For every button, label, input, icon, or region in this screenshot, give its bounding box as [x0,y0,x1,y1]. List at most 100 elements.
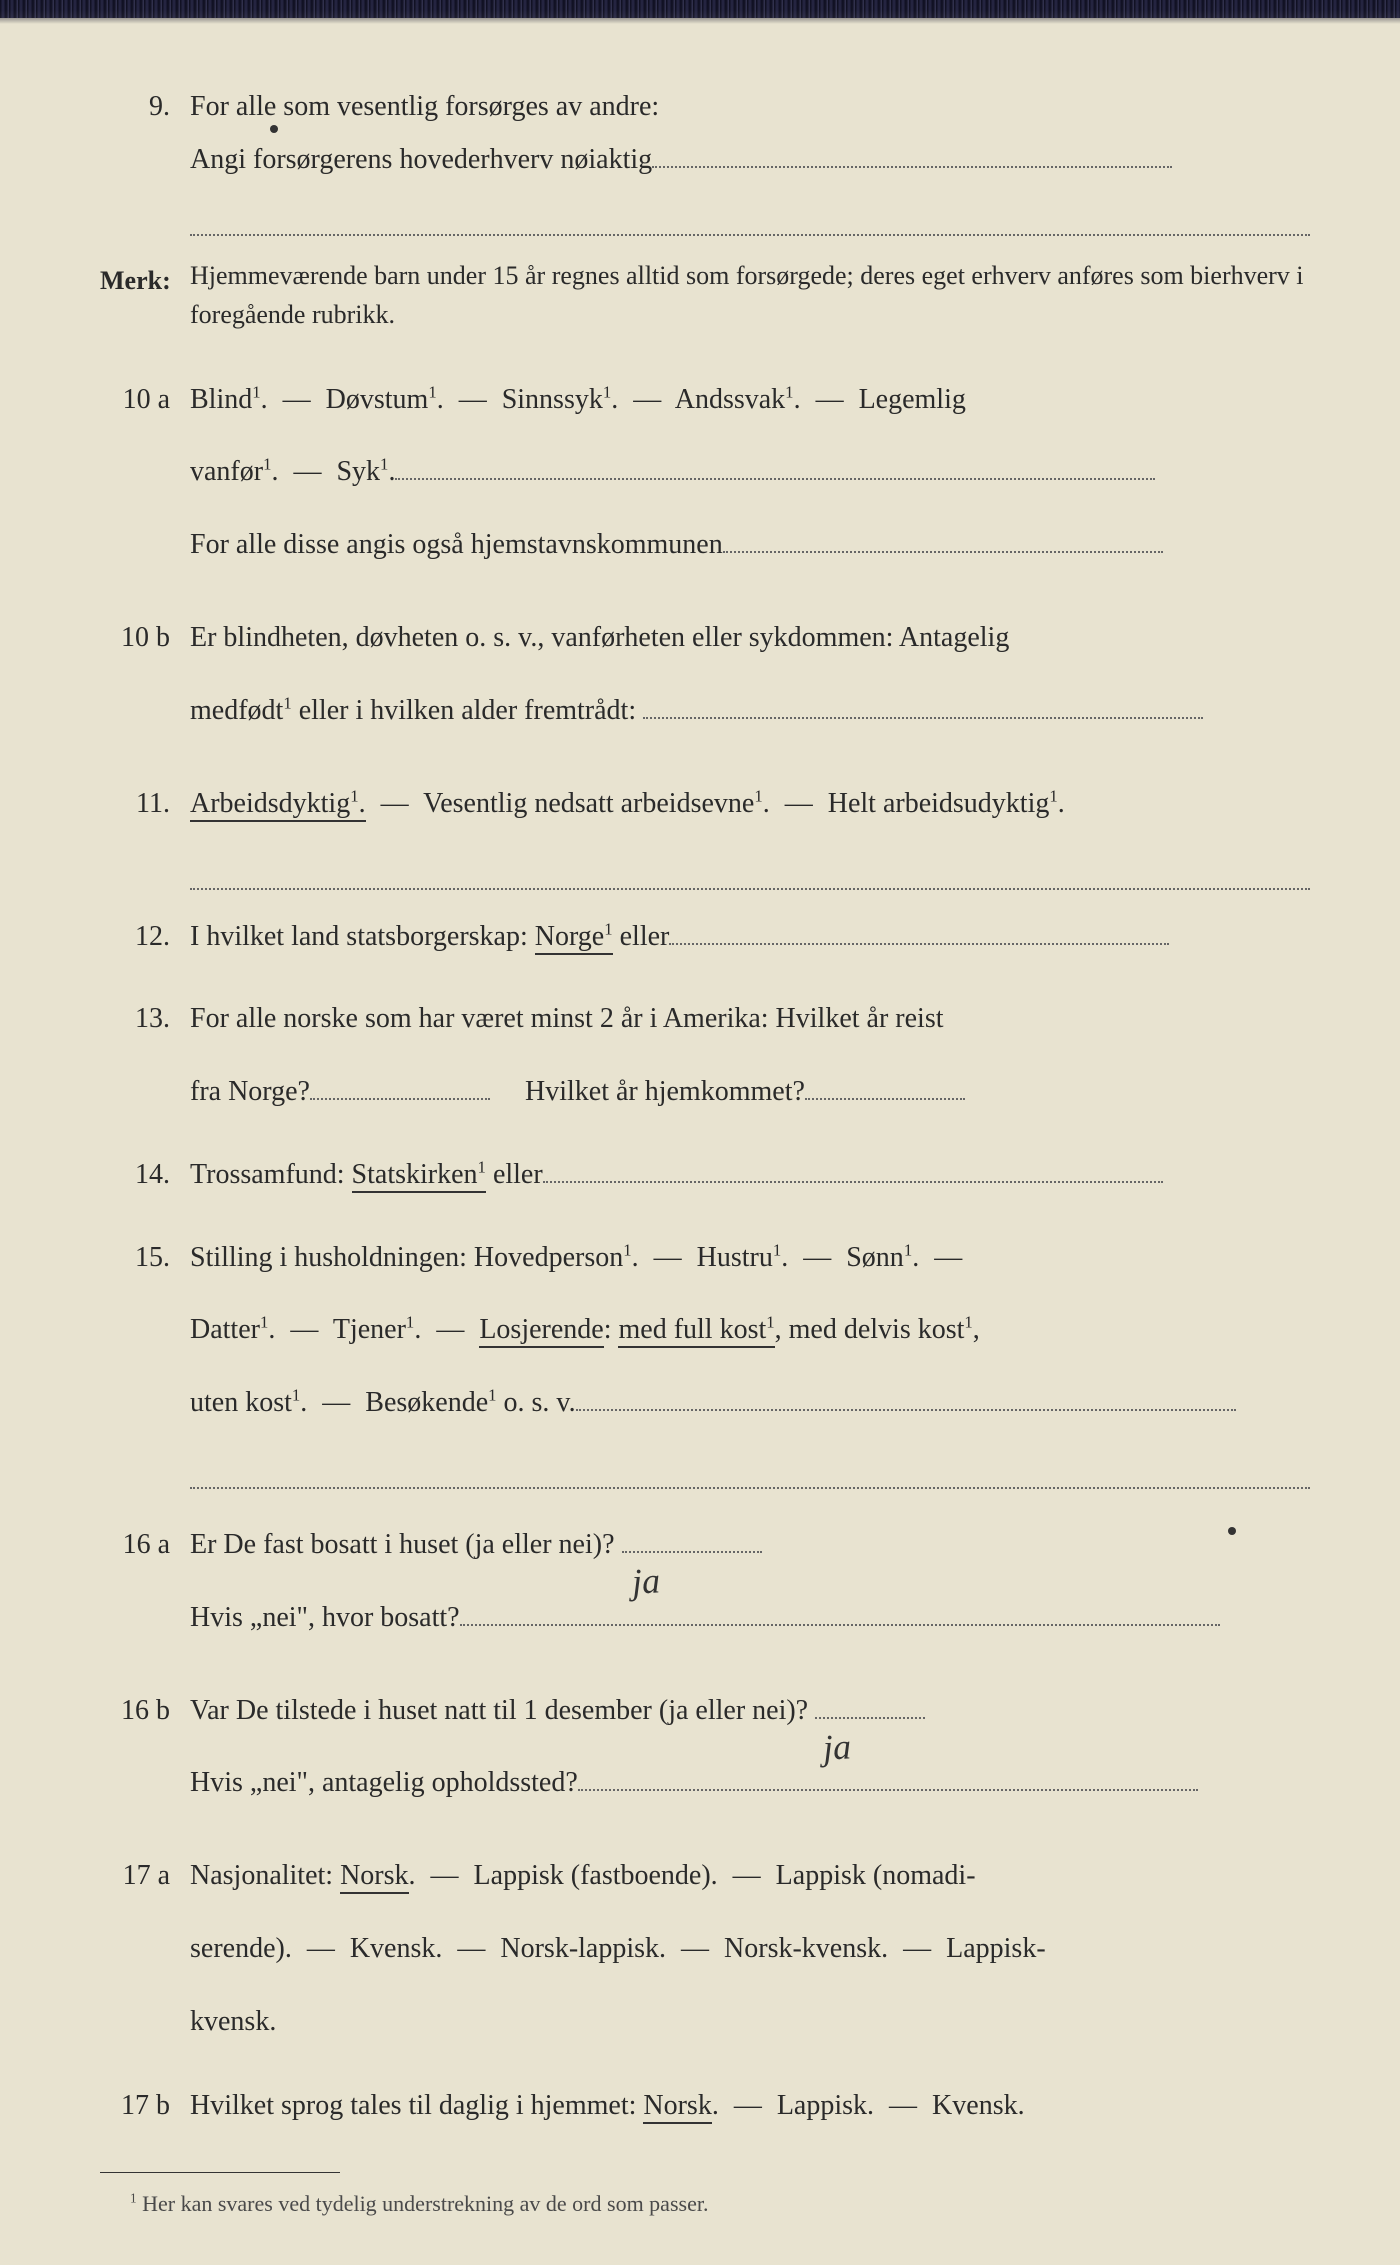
q10b-content: Er blindheten, døvheten o. s. v., vanfør… [190,602,1310,748]
document-page: 9. For alle som vesentlig forsørges av a… [0,0,1400,2265]
ink-dot [1228,1527,1236,1535]
question-10a: 10 a Blind1. — Døvstum1. — Sinnssyk1. — … [100,364,1310,582]
opt-besokende: Besøkende1 [365,1387,496,1418]
dotted-fill [723,551,1163,553]
opt-nedsatt: Vesentlig nedsatt arbeidsevne1. [423,788,770,819]
q16b-line1: Var De tilstede i huset natt til 1 desem… [190,1695,808,1726]
q17a-number: 17 a [100,1840,190,2058]
dotted-fill [652,166,1172,168]
question-17a: 17 a Nasjonalitet: Norsk. — Lappisk (fas… [100,1840,1310,2058]
q13-hjemkommet: Hvilket år hjemkommet? [525,1076,805,1107]
opt-losjerende: Losjerende [479,1314,603,1348]
q17b-number: 17 b [100,2079,190,2132]
opt-norsk-lappisk: Norsk-lappisk [500,1933,659,1964]
question-9: 9. For alle som vesentlig forsørges av a… [100,80,1310,236]
q10a-line3: For alle disse angis også hjemstavnskomm… [190,529,723,560]
q9-line2: Angi forsørgerens hovederhverv nøiaktig [190,144,652,175]
footnote-rule [100,2172,340,2173]
opt-lappisk-lang: Lappisk [777,2090,867,2121]
handwritten-answer: ja [821,1700,854,1795]
opt-lappisk-fast: Lappisk (fastboende) [474,1860,711,1891]
opt-blind: Blind1. [190,384,268,415]
question-17b: 17 b Hvilket sprog tales til daglig i hj… [100,2079,1310,2132]
opt-dovstum: Døvstum1. [326,384,444,415]
q15-content: Stilling i husholdningen: Hovedperson1. … [190,1222,1310,1490]
handwritten-answer: ja [629,1534,662,1629]
q9-number: 9. [100,80,190,236]
dotted-fill: ja [815,1717,925,1719]
question-13: 13. For alle norske som har været minst … [100,983,1310,1129]
question-16b: 16 b Var De tilstede i huset natt til 1 … [100,1675,1310,1821]
dotted-fill-line [190,194,1310,235]
q16a-number: 16 a [100,1509,190,1655]
q17b-text: Hvilket sprog tales til daglig i hjemmet… [190,2090,643,2121]
dotted-fill [576,1409,1236,1411]
q12-norge: Norge1 [535,921,613,955]
q16b-content: Var De tilstede i huset natt til 1 desem… [190,1675,1310,1821]
q9-line1: For alle som vesentlig forsørges av andr… [190,80,1310,133]
q15-osv: o. s. v. [497,1387,576,1418]
q16a-content: Er De fast bosatt i huset (ja eller nei)… [190,1509,1310,1655]
q14-text: Trossamfund: [190,1159,352,1190]
q15-number: 15. [100,1222,190,1490]
q15-intro: Stilling i husholdningen: [190,1242,474,1273]
dotted-fill-line [190,848,1310,889]
opt-norsk-lang: Norsk [643,2090,711,2124]
q12-eller: eller [613,921,670,952]
opt-udyktig: Helt arbeidsudyktig1. [828,788,1065,819]
dotted-fill [460,1624,1220,1626]
dotted-fill [310,1098,490,1100]
question-11: 11. Arbeidsdyktig1. — Vesentlig nedsatt … [100,768,1310,890]
q11-content: Arbeidsdyktig1. — Vesentlig nedsatt arbe… [190,768,1310,890]
opt-legemlig: Legemlig [859,384,966,415]
q16a-line2: Hvis „nei", hvor bosatt? [190,1602,460,1633]
opt-norsk-kvensk: Norsk-kvensk [724,1933,881,1964]
dotted-fill [805,1098,965,1100]
opt-med-delvis-kost: med delvis kost1 [789,1314,973,1345]
q12-content: I hvilket land statsborgerskap: Norge1 e… [190,910,1310,963]
opt-hustru: Hustru1. [697,1242,789,1273]
opt-uten-kost: uten kost1. [190,1387,307,1418]
q11-number: 11. [100,768,190,890]
opt-andssvak: Andssvak1. [675,384,801,415]
q16b-line2: Hvis „nei", antagelig opholdssted? [190,1767,578,1798]
q10a-number: 10 a [100,364,190,582]
q13-fra-norge: fra Norge? [190,1076,310,1107]
footnote-text: 1 Her kan svares ved tydelig understrekn… [100,2183,1310,2225]
q14-eller: eller [486,1159,543,1190]
q14-number: 14. [100,1148,190,1201]
q14-statskirken: Statskirken1 [352,1159,486,1193]
merk-note: Merk: Hjemmeværende barn under 15 år reg… [100,256,1310,334]
q13-number: 13. [100,983,190,1129]
q12-number: 12. [100,910,190,963]
opt-tjener: Tjener1. [333,1314,421,1345]
opt-vanfor: vanfør1. [190,456,278,487]
q10b-line1: Er blindheten, døvheten o. s. v., vanfør… [190,602,1310,675]
opt-kvensk-lang: Kvensk [932,2090,1018,2121]
opt-lappisk-nomad-b: serende) [190,1933,285,1964]
question-15: 15. Stilling i husholdningen: Hovedperso… [100,1222,1310,1490]
q13-line1: For alle norske som har været minst 2 år… [190,983,1310,1056]
opt-hovedperson: Hovedperson1. [474,1242,639,1273]
q17b-content: Hvilket sprog tales til daglig i hjemmet… [190,2079,1310,2132]
q17a-content: Nasjonalitet: Norsk. — Lappisk (fastboen… [190,1840,1310,2058]
q12-text: I hvilket land statsborgerskap: [190,921,535,952]
q10b-medfodt: medfødt1 [190,695,292,726]
dotted-fill-line [190,1448,1310,1489]
q14-content: Trossamfund: Statskirken1 eller [190,1148,1310,1201]
q13-content: For alle norske som har været minst 2 år… [190,983,1310,1129]
question-14: 14. Trossamfund: Statskirken1 eller [100,1148,1310,1201]
q10a-content: Blind1. — Døvstum1. — Sinnssyk1. — Andss… [190,364,1310,582]
q16b-number: 16 b [100,1675,190,1821]
question-16a: 16 a Er De fast bosatt i huset (ja eller… [100,1509,1310,1655]
opt-datter: Datter1. [190,1314,275,1345]
opt-sonn: Sønn1. [846,1242,919,1273]
scan-top-edge [0,0,1400,24]
dotted-fill [578,1789,1198,1791]
dotted-fill [669,943,1169,945]
opt-lappisk-nomad-a: Lappisk (nomadi- [776,1860,976,1891]
q9-content: For alle som vesentlig forsørges av andr… [190,80,1310,236]
opt-kvensk: Kvensk [350,1933,436,1964]
opt-med-full-kost: med full kost1 [618,1314,774,1348]
dotted-fill: ja [622,1551,762,1553]
